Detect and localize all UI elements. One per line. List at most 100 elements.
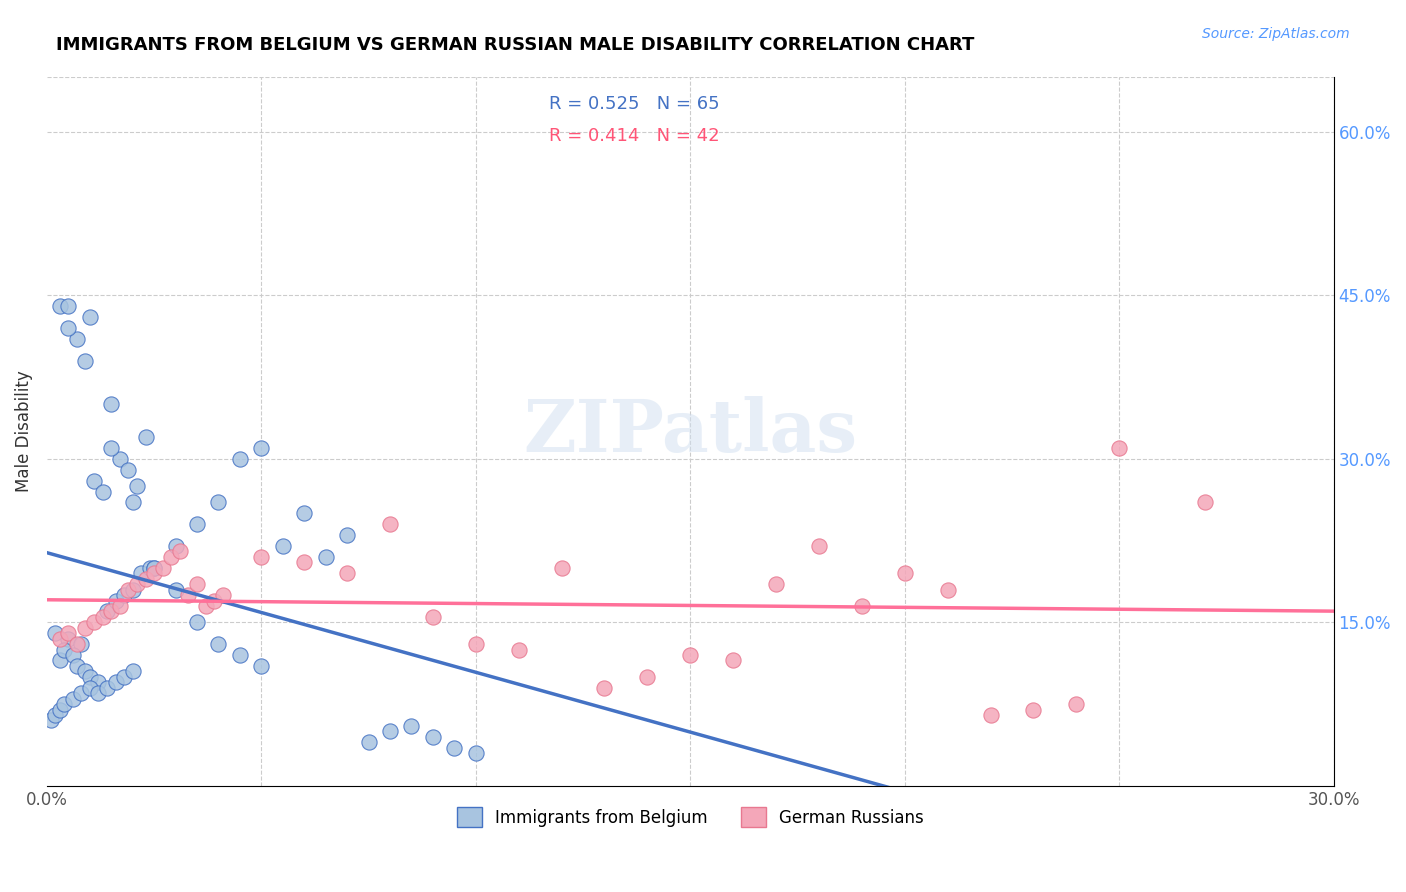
- Point: [135, 430, 157, 444]
- Point: [79, 681, 101, 695]
- Point: [75, 665, 97, 679]
- Text: Source: ZipAtlas.com: Source: ZipAtlas.com: [1202, 27, 1350, 41]
- Point: [62, 648, 84, 662]
- Point: [194, 599, 217, 613]
- Point: [422, 730, 444, 744]
- Text: IMMIGRANTS FROM BELGIUM VS GERMAN RUSSIAN MALE DISABILITY CORRELATION CHART: IMMIGRANTS FROM BELGIUM VS GERMAN RUSSIA…: [56, 36, 974, 54]
- Point: [250, 549, 273, 564]
- Point: [58, 321, 80, 335]
- Point: [83, 474, 105, 488]
- Point: [79, 310, 101, 325]
- Point: [315, 549, 337, 564]
- Point: [807, 539, 830, 553]
- Point: [108, 451, 131, 466]
- Point: [79, 670, 101, 684]
- Point: [443, 740, 465, 755]
- Point: [87, 675, 110, 690]
- Point: [91, 484, 114, 499]
- Point: [1108, 441, 1130, 455]
- Point: [357, 735, 380, 749]
- Point: [202, 593, 225, 607]
- Point: [121, 495, 143, 509]
- Text: ZIPatlas: ZIPatlas: [523, 396, 858, 467]
- Point: [378, 724, 401, 739]
- Point: [186, 615, 208, 630]
- Point: [893, 566, 915, 581]
- Point: [229, 451, 252, 466]
- Point: [96, 681, 118, 695]
- Point: [91, 610, 114, 624]
- Point: [121, 582, 143, 597]
- Point: [112, 588, 135, 602]
- Point: [75, 353, 97, 368]
- Point: [160, 549, 183, 564]
- Point: [117, 463, 139, 477]
- Point: [186, 517, 208, 532]
- Legend: Immigrants from Belgium, German Russians: Immigrants from Belgium, German Russians: [450, 800, 931, 834]
- Point: [139, 561, 162, 575]
- Point: [165, 539, 187, 553]
- Point: [58, 299, 80, 313]
- Point: [336, 566, 359, 581]
- Point: [250, 659, 273, 673]
- Point: [58, 626, 80, 640]
- Point: [207, 495, 229, 509]
- Y-axis label: Male Disability: Male Disability: [15, 371, 32, 492]
- Point: [66, 659, 89, 673]
- Point: [75, 621, 97, 635]
- Point: [62, 691, 84, 706]
- Point: [70, 637, 93, 651]
- Point: [53, 697, 76, 711]
- Point: [464, 746, 486, 760]
- Point: [464, 637, 486, 651]
- Point: [765, 577, 787, 591]
- Point: [550, 561, 572, 575]
- Point: [49, 632, 72, 646]
- Text: R = 0.525   N = 65: R = 0.525 N = 65: [548, 95, 720, 113]
- Point: [177, 588, 200, 602]
- Point: [44, 708, 66, 723]
- Point: [211, 588, 233, 602]
- Point: [129, 566, 152, 581]
- Point: [96, 604, 118, 618]
- Point: [143, 561, 166, 575]
- Point: [207, 637, 229, 651]
- Point: [229, 648, 252, 662]
- Point: [851, 599, 873, 613]
- Point: [121, 665, 143, 679]
- Point: [508, 642, 530, 657]
- Point: [593, 681, 616, 695]
- Point: [66, 332, 89, 346]
- Point: [152, 561, 174, 575]
- Point: [125, 479, 148, 493]
- Point: [165, 582, 187, 597]
- Point: [979, 708, 1001, 723]
- Point: [58, 632, 80, 646]
- Point: [169, 544, 191, 558]
- Point: [70, 686, 93, 700]
- Point: [1022, 702, 1045, 716]
- Point: [422, 610, 444, 624]
- Point: [100, 397, 122, 411]
- Point: [250, 441, 273, 455]
- Text: R = 0.414   N = 42: R = 0.414 N = 42: [548, 127, 720, 145]
- Point: [117, 582, 139, 597]
- Point: [936, 582, 959, 597]
- Point: [108, 599, 131, 613]
- Point: [49, 653, 72, 667]
- Point: [143, 566, 166, 581]
- Point: [104, 593, 127, 607]
- Point: [292, 506, 315, 520]
- Point: [100, 441, 122, 455]
- Point: [292, 555, 315, 569]
- Point: [679, 648, 702, 662]
- Point: [1194, 495, 1216, 509]
- Point: [378, 517, 401, 532]
- Point: [100, 604, 122, 618]
- Point: [49, 299, 72, 313]
- Point: [49, 702, 72, 716]
- Point: [721, 653, 744, 667]
- Point: [125, 577, 148, 591]
- Point: [336, 528, 359, 542]
- Point: [112, 670, 135, 684]
